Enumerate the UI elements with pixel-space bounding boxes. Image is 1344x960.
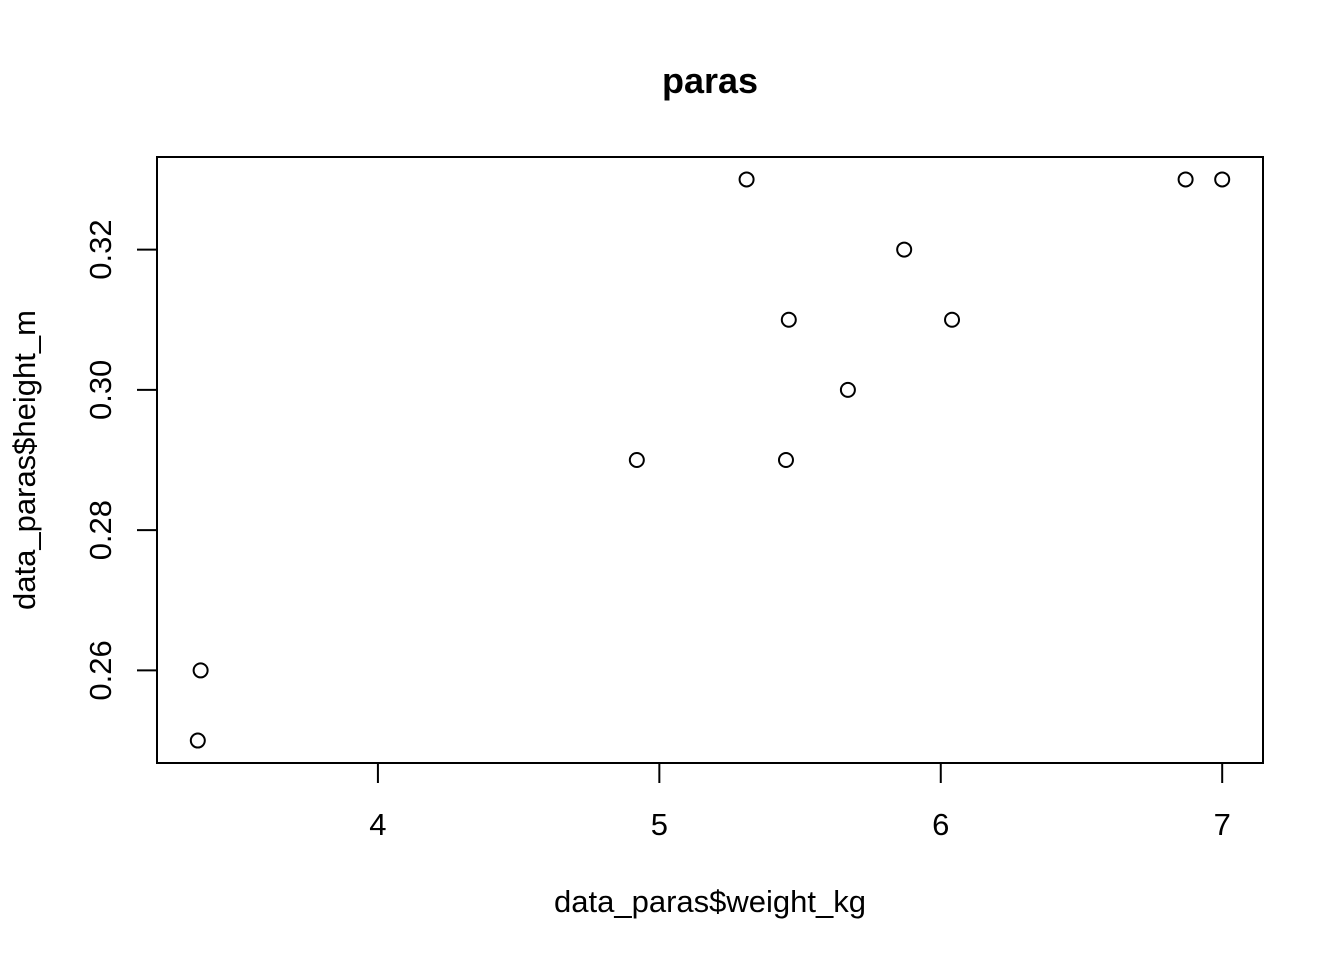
y-axis-label: data_paras$height_m xyxy=(7,310,42,610)
data-point xyxy=(1214,171,1231,188)
y-axis-ticks: 0.26 0.28 0.30 0.32 xyxy=(83,219,157,701)
data-point xyxy=(738,171,755,188)
y-tick-label: 0.30 xyxy=(83,360,118,420)
x-tick-label: 6 xyxy=(932,807,949,842)
plot-area xyxy=(156,156,1264,764)
data-point xyxy=(777,452,794,468)
chart-title: paras xyxy=(662,60,758,101)
y-tick-label: 0.32 xyxy=(83,219,118,279)
x-axis-ticks: 4 5 6 7 xyxy=(369,763,1231,842)
data-points xyxy=(189,171,1231,749)
data-point xyxy=(944,311,961,328)
data-point xyxy=(780,311,797,328)
x-axis-label: data_paras$weight_kg xyxy=(554,884,866,919)
data-point xyxy=(628,452,645,468)
x-tick-label: 4 xyxy=(369,807,386,842)
x-tick-label: 5 xyxy=(651,807,668,842)
data-point xyxy=(189,732,206,749)
data-point xyxy=(1177,171,1194,188)
y-tick-label: 0.26 xyxy=(83,640,118,700)
data-point xyxy=(839,381,856,398)
data-point xyxy=(896,241,913,258)
y-tick-label: 0.28 xyxy=(83,500,118,560)
x-tick-label: 7 xyxy=(1214,807,1231,842)
data-point xyxy=(192,662,209,679)
